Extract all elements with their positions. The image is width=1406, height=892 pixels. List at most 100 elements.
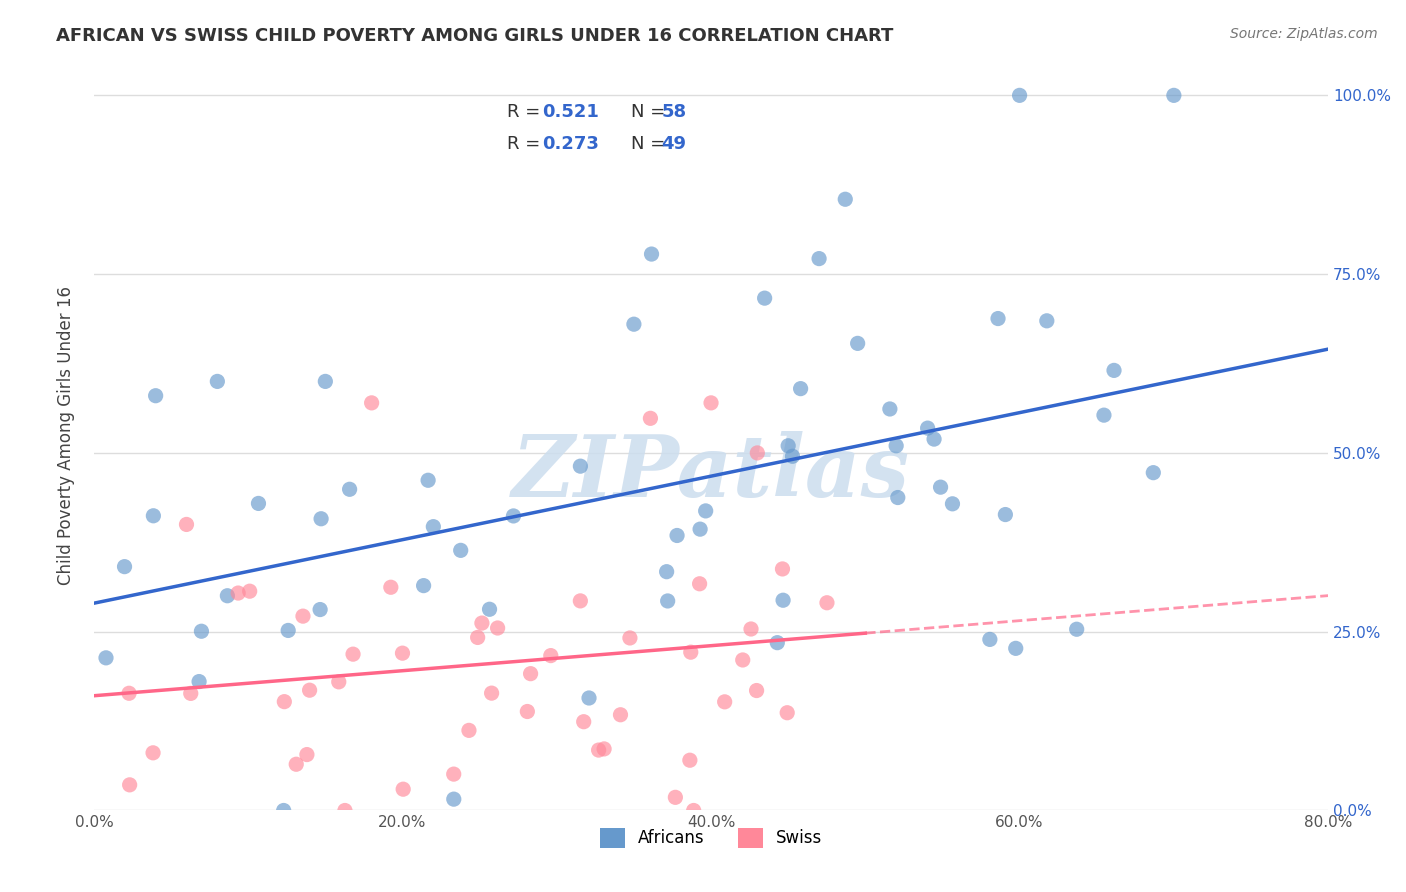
Text: ZIPatlas: ZIPatlas <box>512 431 910 515</box>
Point <box>188 674 211 689</box>
Point <box>180 686 202 700</box>
Point <box>987 311 1010 326</box>
Point <box>689 522 711 536</box>
Point <box>486 621 509 635</box>
Point <box>664 790 686 805</box>
Point <box>772 593 794 607</box>
Point <box>333 804 356 818</box>
Point <box>772 562 794 576</box>
Point <box>540 648 562 663</box>
Point <box>478 602 501 616</box>
Point <box>450 543 472 558</box>
Point <box>380 580 402 594</box>
Point <box>1004 641 1026 656</box>
Point <box>623 317 645 331</box>
Text: 0.521: 0.521 <box>541 103 599 121</box>
Point <box>609 707 631 722</box>
Point <box>657 594 679 608</box>
Point <box>277 624 299 638</box>
Point <box>1036 314 1059 328</box>
Point <box>569 594 592 608</box>
Point <box>572 714 595 729</box>
Point <box>314 375 336 389</box>
Point <box>700 396 723 410</box>
Point <box>291 609 314 624</box>
Point <box>273 804 295 818</box>
Point <box>640 247 662 261</box>
Point <box>295 747 318 762</box>
Point <box>190 624 212 639</box>
Point <box>679 753 702 767</box>
Point <box>360 396 382 410</box>
Point <box>689 576 711 591</box>
Point <box>114 559 136 574</box>
Point <box>569 459 592 474</box>
Point <box>298 683 321 698</box>
Point <box>239 584 262 599</box>
Point <box>941 497 963 511</box>
Point <box>273 695 295 709</box>
Point <box>416 473 439 487</box>
Point <box>247 496 270 510</box>
Point <box>887 491 910 505</box>
Point <box>443 767 465 781</box>
Text: AFRICAN VS SWISS CHILD POVERTY AMONG GIRLS UNDER 16 CORRELATION CHART: AFRICAN VS SWISS CHILD POVERTY AMONG GIR… <box>56 27 894 45</box>
Point <box>443 792 465 806</box>
Point <box>342 647 364 661</box>
Text: 0.273: 0.273 <box>541 136 599 153</box>
Point <box>391 646 413 660</box>
Point <box>142 508 165 523</box>
Point <box>118 686 141 700</box>
Point <box>145 389 167 403</box>
Text: 49: 49 <box>662 136 686 153</box>
Point <box>422 519 444 533</box>
Point <box>1142 466 1164 480</box>
Text: 58: 58 <box>662 103 686 121</box>
Point <box>745 683 768 698</box>
Point <box>884 439 907 453</box>
Point <box>776 706 799 720</box>
Legend: Africans, Swiss: Africans, Swiss <box>593 821 830 855</box>
Point <box>789 382 811 396</box>
Point <box>118 778 141 792</box>
Point <box>782 450 804 464</box>
Text: Source: ZipAtlas.com: Source: ZipAtlas.com <box>1230 27 1378 41</box>
Point <box>655 565 678 579</box>
Point <box>929 480 952 494</box>
Point <box>339 483 361 497</box>
Y-axis label: Child Poverty Among Girls Under 16: Child Poverty Among Girls Under 16 <box>58 285 75 584</box>
Point <box>578 691 600 706</box>
Point <box>519 666 541 681</box>
Text: R =: R = <box>508 136 547 153</box>
Point <box>392 782 415 797</box>
Point <box>834 192 856 206</box>
Point <box>778 439 800 453</box>
Point <box>740 622 762 636</box>
Point <box>747 446 769 460</box>
Point <box>94 650 117 665</box>
Point <box>593 742 616 756</box>
Point <box>217 589 239 603</box>
Point <box>176 517 198 532</box>
Point <box>917 421 939 435</box>
Point <box>879 401 901 416</box>
Point <box>588 743 610 757</box>
Point <box>1102 363 1125 377</box>
Point <box>731 653 754 667</box>
Point <box>226 586 249 600</box>
Point <box>695 504 717 518</box>
Text: N =: N = <box>631 103 671 121</box>
Point <box>1092 408 1115 422</box>
Point <box>471 616 494 631</box>
Point <box>516 705 538 719</box>
Point <box>1163 88 1185 103</box>
Point <box>682 804 704 818</box>
Point <box>309 512 332 526</box>
Point <box>309 602 332 616</box>
Point <box>142 746 165 760</box>
Point <box>285 757 308 772</box>
Point <box>979 632 1001 647</box>
Point <box>808 252 831 266</box>
Point <box>619 631 641 645</box>
Text: R =: R = <box>508 103 547 121</box>
